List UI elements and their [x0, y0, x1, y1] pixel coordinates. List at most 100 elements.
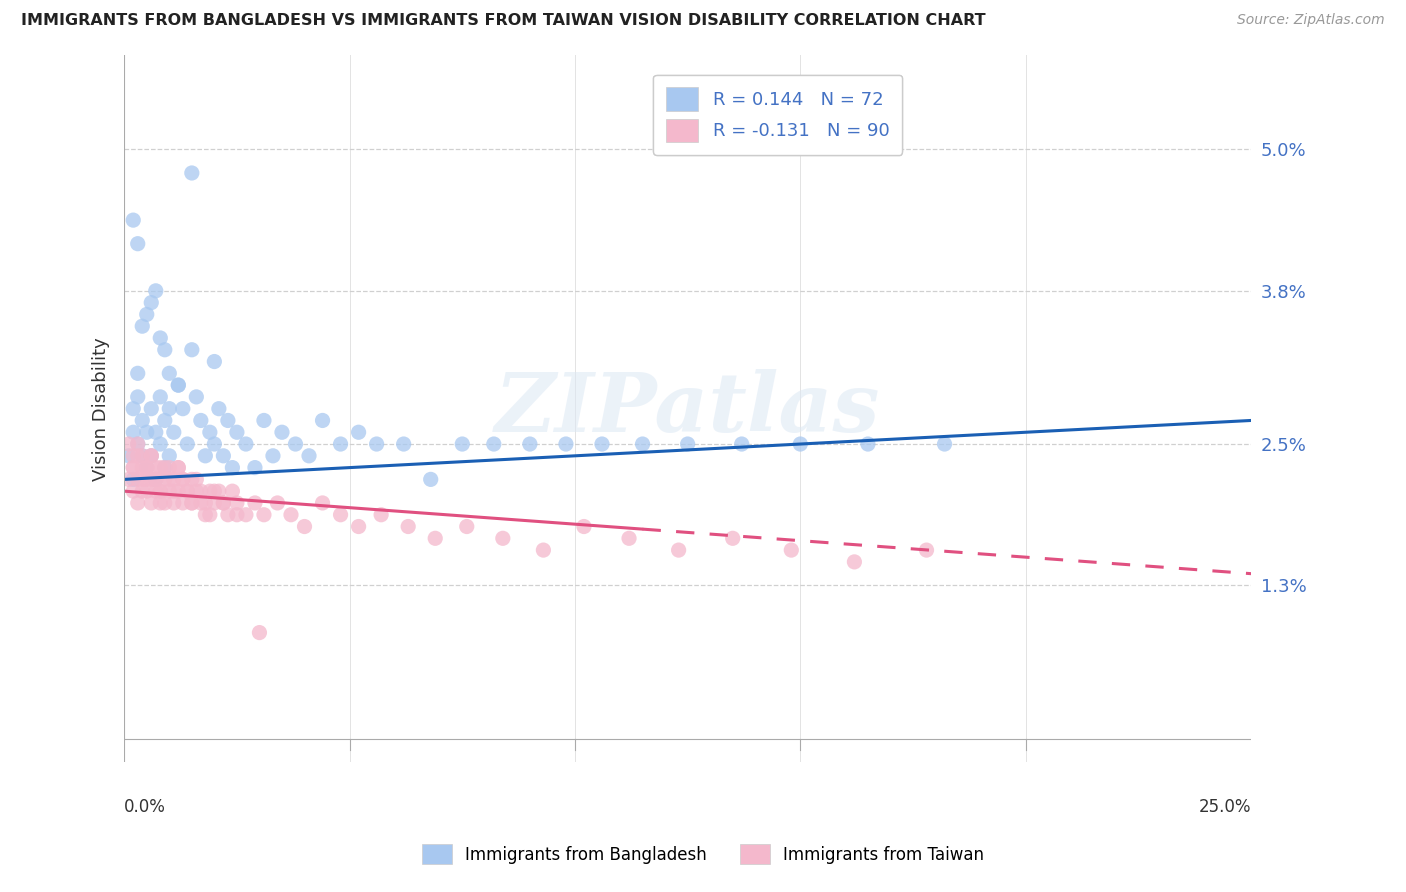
Point: [844, 555, 866, 569]
Point: [135, 307, 157, 321]
Point: [186, 390, 208, 404]
Point: [149, 484, 172, 499]
Point: [202, 354, 225, 368]
Point: [676, 437, 699, 451]
Point: [149, 437, 172, 451]
Point: [172, 472, 194, 486]
Point: [131, 472, 153, 486]
Point: [617, 531, 640, 545]
Point: [167, 378, 190, 392]
Point: [127, 437, 149, 451]
Point: [122, 401, 145, 416]
Point: [127, 236, 149, 251]
Point: [145, 472, 167, 486]
Point: [141, 472, 163, 486]
Point: [934, 437, 956, 451]
Point: [141, 496, 163, 510]
Point: [167, 460, 190, 475]
Point: [225, 508, 247, 522]
Point: [127, 437, 149, 451]
Point: [145, 425, 167, 440]
Point: [145, 284, 167, 298]
Point: [425, 531, 447, 545]
Point: [157, 484, 180, 499]
Point: [212, 496, 235, 510]
Point: [347, 519, 370, 533]
Point: [163, 472, 186, 486]
Point: [153, 343, 176, 357]
Point: [370, 508, 392, 522]
Point: [135, 484, 157, 499]
Point: [135, 425, 157, 440]
Point: [176, 437, 198, 451]
Point: [253, 508, 276, 522]
Point: [122, 460, 145, 475]
Point: [127, 496, 149, 510]
Point: [531, 543, 554, 558]
Point: [217, 508, 239, 522]
Point: [172, 496, 194, 510]
Point: [396, 519, 419, 533]
Point: [127, 367, 149, 381]
Point: [456, 519, 478, 533]
Point: [149, 496, 172, 510]
Point: [482, 437, 505, 451]
Point: [176, 484, 198, 499]
Point: [145, 484, 167, 499]
Point: [311, 496, 333, 510]
Point: [122, 213, 145, 227]
Point: [668, 543, 690, 558]
Point: [212, 449, 235, 463]
Point: [221, 484, 243, 499]
Point: [572, 519, 595, 533]
Point: [243, 496, 266, 510]
Point: [145, 460, 167, 475]
Point: [141, 295, 163, 310]
Point: [451, 437, 474, 451]
Point: [212, 496, 235, 510]
Point: [347, 425, 370, 440]
Point: [131, 484, 153, 499]
Point: [311, 413, 333, 427]
Point: [172, 472, 194, 486]
Point: [167, 484, 190, 499]
Point: [127, 472, 149, 486]
Point: [519, 437, 541, 451]
Point: [253, 413, 276, 427]
Point: [555, 437, 578, 451]
Point: [194, 496, 217, 510]
Point: [298, 449, 321, 463]
Point: [157, 449, 180, 463]
Point: [149, 460, 172, 475]
Point: [131, 449, 153, 463]
Point: [153, 472, 176, 486]
Point: [163, 484, 186, 499]
Point: [631, 437, 654, 451]
Point: [392, 437, 415, 451]
Point: [141, 449, 163, 463]
Point: [141, 401, 163, 416]
Point: [198, 508, 221, 522]
Point: [856, 437, 879, 451]
Point: [149, 331, 172, 345]
Point: [118, 449, 141, 463]
Legend: R = 0.144   N = 72, R = -0.131   N = 90: R = 0.144 N = 72, R = -0.131 N = 90: [654, 75, 903, 154]
Point: [180, 496, 202, 510]
Point: [131, 319, 153, 334]
Point: [180, 166, 202, 180]
Text: Source: ZipAtlas.com: Source: ZipAtlas.com: [1237, 13, 1385, 28]
Y-axis label: Vision Disability: Vision Disability: [93, 337, 110, 481]
Point: [153, 460, 176, 475]
Point: [366, 437, 388, 451]
Point: [131, 449, 153, 463]
Point: [153, 496, 176, 510]
Point: [157, 460, 180, 475]
Point: [135, 460, 157, 475]
Point: [789, 437, 811, 451]
Legend: Immigrants from Bangladesh, Immigrants from Taiwan: Immigrants from Bangladesh, Immigrants f…: [415, 838, 991, 871]
Point: [190, 484, 212, 499]
Point: [180, 472, 202, 486]
Point: [122, 449, 145, 463]
Point: [145, 472, 167, 486]
Point: [153, 460, 176, 475]
